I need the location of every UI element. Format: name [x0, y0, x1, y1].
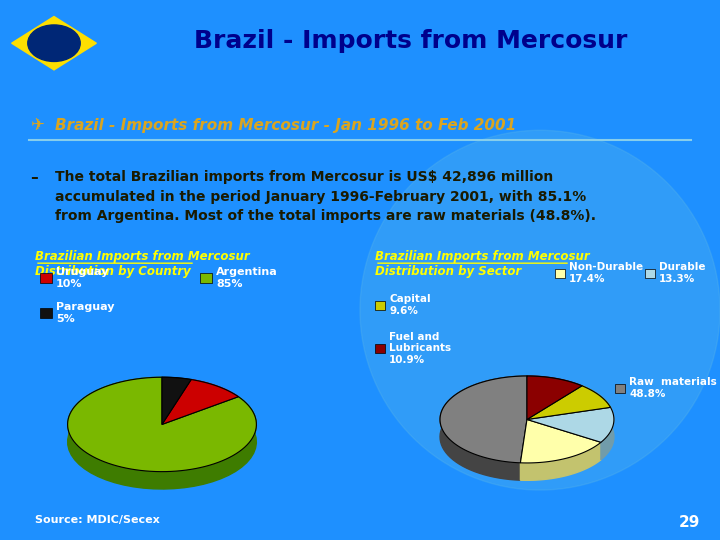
FancyBboxPatch shape: [375, 301, 385, 310]
Polygon shape: [192, 380, 238, 414]
Text: Capital
9.6%: Capital 9.6%: [389, 294, 431, 316]
Polygon shape: [440, 376, 527, 480]
Text: Uruguay
10%: Uruguay 10%: [56, 267, 109, 289]
Circle shape: [360, 130, 720, 490]
Circle shape: [28, 25, 80, 62]
Text: Brazil - Imports from Mercosur: Brazil - Imports from Mercosur: [194, 29, 627, 53]
Text: Source: MDIC/Secex: Source: MDIC/Secex: [35, 515, 160, 525]
Text: –: –: [30, 170, 37, 185]
Polygon shape: [527, 376, 582, 420]
Polygon shape: [162, 377, 192, 424]
Text: Durable
13.3%: Durable 13.3%: [659, 262, 706, 284]
Text: Raw  materials
48.8%: Raw materials 48.8%: [629, 377, 716, 399]
Text: Argentina
85%: Argentina 85%: [216, 267, 278, 289]
Text: Fuel and
Lubricants
10.9%: Fuel and Lubricants 10.9%: [389, 332, 451, 364]
Text: ✈: ✈: [30, 116, 44, 134]
Polygon shape: [68, 377, 256, 471]
Polygon shape: [527, 376, 582, 403]
Text: The total Brazilian imports from Mercosur is US$ 42,896 million
accumulated in t: The total Brazilian imports from Mercosu…: [55, 170, 596, 223]
Polygon shape: [582, 386, 611, 425]
Polygon shape: [162, 377, 192, 397]
FancyBboxPatch shape: [40, 308, 52, 318]
Polygon shape: [601, 407, 614, 460]
Text: Non-Durable
17.4%: Non-Durable 17.4%: [569, 262, 643, 284]
FancyBboxPatch shape: [615, 384, 625, 393]
Polygon shape: [440, 376, 527, 463]
FancyBboxPatch shape: [40, 273, 52, 283]
Polygon shape: [527, 386, 611, 420]
Text: Paraguay
5%: Paraguay 5%: [56, 302, 114, 324]
Text: 29: 29: [679, 515, 700, 530]
Polygon shape: [527, 407, 614, 442]
FancyBboxPatch shape: [645, 269, 655, 278]
Text: Brazilian Imports from Mercosur
Distribution by Country: Brazilian Imports from Mercosur Distribu…: [35, 250, 250, 278]
FancyBboxPatch shape: [375, 344, 385, 353]
FancyBboxPatch shape: [555, 269, 565, 278]
Text: Brazilian Imports from Mercosur
Distribution by Sector: Brazilian Imports from Mercosur Distribu…: [375, 250, 590, 278]
Text: Brazil - Imports from Mercosur - Jan 1996 to Feb 2001: Brazil - Imports from Mercosur - Jan 199…: [55, 118, 516, 133]
Polygon shape: [521, 420, 601, 463]
Polygon shape: [521, 442, 601, 480]
Polygon shape: [12, 17, 96, 70]
Polygon shape: [68, 377, 256, 489]
Polygon shape: [162, 380, 238, 424]
FancyBboxPatch shape: [200, 273, 212, 283]
